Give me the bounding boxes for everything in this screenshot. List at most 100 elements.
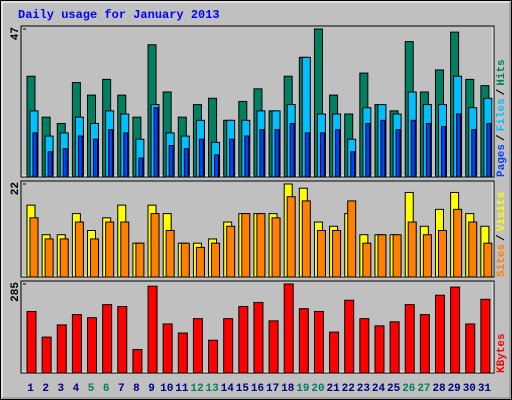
- x-tick-label: 27: [417, 383, 430, 395]
- bar: [471, 129, 477, 178]
- chart-title: Daily usage for January 2013: [18, 8, 220, 22]
- x-tick-label: 23: [357, 383, 371, 395]
- bar: [425, 122, 431, 178]
- x-tick-label: 12: [190, 383, 203, 395]
- x-tick-label: 9: [148, 383, 155, 395]
- bar: [335, 129, 341, 178]
- bar: [283, 283, 294, 374]
- x-tick-label: 11: [175, 383, 189, 395]
- x-tick-label: 5: [88, 383, 95, 395]
- x-tick-label: 3: [58, 383, 65, 395]
- x-tick-label: 22: [342, 383, 355, 395]
- bar: [195, 246, 205, 278]
- bar: [437, 230, 447, 278]
- bar: [259, 129, 265, 178]
- bar: [304, 132, 310, 178]
- bar: [229, 138, 235, 178]
- bar: [316, 230, 326, 278]
- bar: [198, 138, 204, 178]
- bar: [241, 213, 251, 278]
- bar: [332, 230, 342, 278]
- bar: [347, 200, 357, 278]
- legend-entry: Files: [496, 98, 508, 131]
- bar: [41, 336, 52, 374]
- bar: [319, 132, 325, 178]
- bar: [395, 129, 401, 178]
- bar: [223, 318, 234, 374]
- x-tick-label: 19: [296, 383, 309, 395]
- bar: [59, 238, 69, 278]
- bar: [483, 242, 493, 278]
- bar: [274, 129, 280, 178]
- bar: [268, 320, 279, 374]
- bar: [253, 301, 264, 374]
- bar: [271, 217, 281, 278]
- bar: [392, 234, 402, 278]
- bar: [422, 234, 432, 278]
- x-tick-label: 6: [103, 383, 110, 395]
- legend-entry: Pages: [496, 144, 508, 177]
- bar: [329, 331, 340, 374]
- legend-entry: Hits: [496, 59, 508, 85]
- y-tick-label: 285: [10, 282, 22, 302]
- bar: [244, 135, 250, 178]
- bar: [286, 196, 296, 278]
- bar: [102, 304, 113, 374]
- bar: [404, 304, 415, 374]
- bar: [123, 132, 129, 178]
- bar: [289, 122, 295, 178]
- bar: [168, 145, 174, 178]
- bar: [256, 213, 266, 278]
- bar: [71, 314, 82, 374]
- bar: [105, 221, 115, 278]
- bar: [29, 217, 39, 278]
- bar: [165, 230, 175, 278]
- bar: [32, 132, 38, 178]
- bar: [132, 349, 143, 374]
- bar: [374, 325, 385, 374]
- x-tick-label: 1: [27, 383, 34, 395]
- bar: [147, 285, 158, 374]
- x-tick-label: 10: [160, 383, 173, 395]
- bar: [47, 151, 53, 178]
- legend: Pages / Files / Hits: [496, 59, 508, 177]
- bar: [440, 126, 446, 178]
- bar: [90, 238, 100, 278]
- legend-separator: /: [496, 234, 508, 241]
- bar: [162, 323, 173, 374]
- legend-separator: /: [496, 134, 508, 141]
- bar: [453, 208, 463, 278]
- x-tick-label: 4: [73, 383, 80, 395]
- bar: [313, 310, 324, 374]
- bar: [150, 213, 160, 278]
- bar: [301, 200, 311, 278]
- legend-separator: /: [496, 88, 508, 95]
- x-tick-label: 25: [387, 383, 401, 395]
- bar: [77, 135, 83, 178]
- bar: [183, 148, 189, 178]
- x-tick-label: 2: [42, 383, 49, 395]
- bar: [359, 318, 370, 374]
- bar: [192, 318, 203, 374]
- bar: [208, 339, 219, 374]
- bar: [120, 221, 130, 278]
- x-tick-label: 8: [133, 383, 140, 395]
- bar: [211, 242, 221, 278]
- bar: [62, 148, 68, 178]
- x-tick-label: 24: [372, 383, 386, 395]
- bar: [93, 138, 99, 178]
- bar: [377, 234, 387, 278]
- bar: [108, 129, 114, 178]
- bar: [350, 151, 356, 178]
- x-tick-label: 31: [478, 383, 492, 395]
- x-tick-label: 17: [266, 383, 279, 395]
- bar: [365, 122, 371, 178]
- legend-entry: KBytes: [496, 333, 508, 373]
- bar: [117, 305, 128, 374]
- bar: [138, 157, 144, 178]
- bar: [177, 332, 188, 374]
- x-tick-label: 29: [448, 383, 461, 395]
- bar: [180, 242, 190, 278]
- bar: [380, 119, 386, 178]
